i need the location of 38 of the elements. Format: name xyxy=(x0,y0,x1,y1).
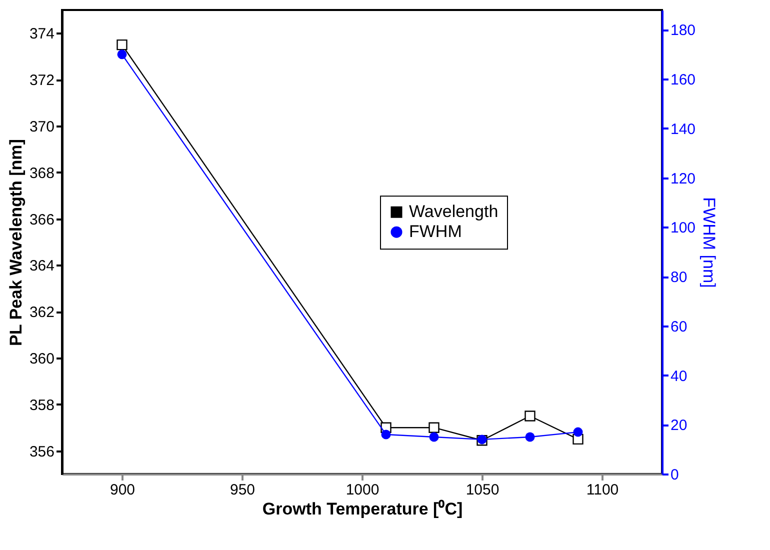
y-tick-label: 356 xyxy=(29,443,54,460)
point xyxy=(116,39,128,50)
y2-tick-label: 100 xyxy=(670,220,696,237)
point xyxy=(573,427,583,437)
legend-label: Wavelength xyxy=(409,202,498,222)
y2-tick-label: 60 xyxy=(670,318,688,336)
y-tick-label: 370 xyxy=(29,118,54,136)
y2-tick-label: 0 xyxy=(670,466,679,484)
point xyxy=(429,432,439,442)
legend-label: FWHM xyxy=(409,222,462,242)
point xyxy=(381,430,391,440)
y2-tick-label: 80 xyxy=(670,269,688,286)
point xyxy=(428,422,440,433)
x-tick-label: 900 xyxy=(110,482,136,498)
x-tick-label: 950 xyxy=(230,482,256,498)
y-tick-label: 358 xyxy=(29,396,54,414)
y-axis-title: PL Peak Wavelength [nm] xyxy=(6,139,26,346)
x-axis-title: Growth Temperature [⁰C] xyxy=(262,500,463,518)
y-tick-label: 372 xyxy=(29,72,54,90)
point xyxy=(524,410,536,422)
y2-tick-label: 20 xyxy=(670,417,688,434)
x-tick-label: 1100 xyxy=(586,482,619,498)
y-tick-label: 368 xyxy=(29,164,54,182)
y2-tick-label: 140 xyxy=(670,120,696,138)
y2-tick-label: 180 xyxy=(670,22,696,40)
y-tick-label: 360 xyxy=(29,350,54,368)
y2-tick-label: 40 xyxy=(670,368,688,385)
y2-axis-title: FWHM [nm] xyxy=(700,197,719,288)
y-tick-label: 364 xyxy=(29,258,54,275)
point xyxy=(117,50,127,60)
y2-tick-label: 120 xyxy=(670,170,696,188)
y-tick-label: 366 xyxy=(29,211,54,228)
y-tick-label: 374 xyxy=(29,26,54,43)
point xyxy=(525,432,535,442)
y-tick-label: 362 xyxy=(29,304,54,322)
x-tick-label: 1000 xyxy=(346,482,380,498)
x-tick-label: 1050 xyxy=(466,482,500,498)
y2-tick-label: 160 xyxy=(670,72,696,89)
